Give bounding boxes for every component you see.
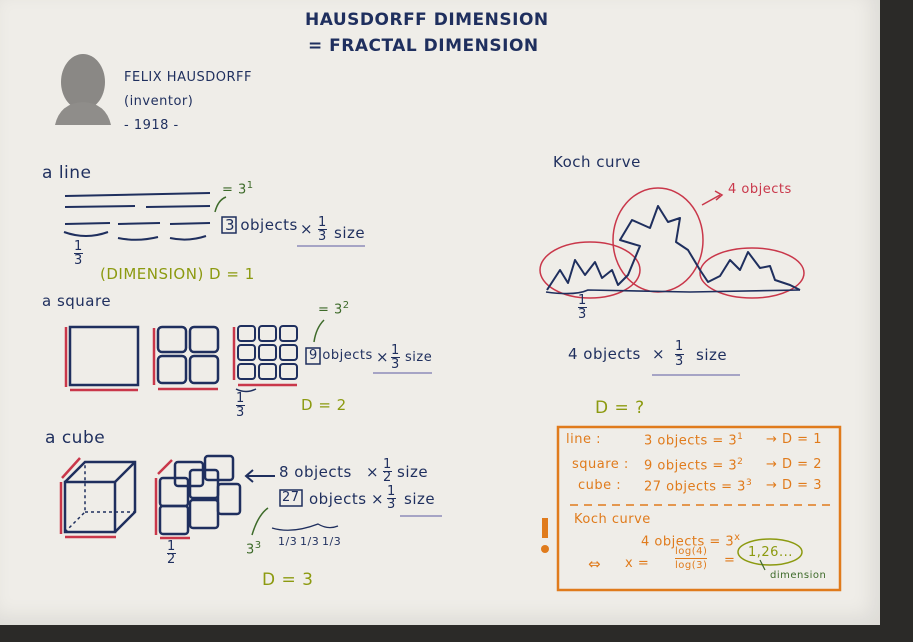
summary-implies: ⇔ (588, 555, 602, 573)
cube-third-fraction: 1/3 (278, 535, 298, 548)
cube-dimension: D = 3 (262, 570, 314, 590)
summary-row-result: → D = 3 (766, 478, 822, 493)
koch-question: D = ? (595, 398, 645, 418)
koch-objects: 4 objects (568, 345, 641, 363)
summary-equals: = (724, 553, 736, 568)
summary-row-label: cube : (578, 478, 622, 493)
cube-heading: a cube (45, 428, 106, 448)
person-name: FELIX HAUSDORFF (124, 70, 252, 85)
cube-size8-label: size (397, 463, 429, 481)
summary-caption: dimension (770, 570, 827, 581)
summary-row-expr: 3 objects = 31 (644, 432, 744, 449)
square-times: × (376, 348, 390, 366)
summary-row-result: → D = 1 (766, 432, 822, 447)
value-highlight (737, 538, 803, 566)
line-diagram (63, 192, 211, 241)
summary-koch-eq: 4 objects = 3x (641, 532, 741, 550)
person-year: - 1918 - (124, 118, 179, 133)
cube-third-fraction: 1/3 (300, 535, 320, 548)
line-times: × (300, 220, 314, 238)
cube-times-8: × (366, 463, 380, 481)
cube-objects-8: 8 objects (279, 463, 352, 481)
summary-log-fraction: log(4) log(3) (675, 546, 708, 571)
summary-koch-label: Koch curve (574, 512, 651, 527)
koch-annotation: 4 objects (728, 182, 792, 197)
line-arrow (214, 196, 227, 213)
square-power: = 32 (318, 300, 350, 318)
cube-times-27: × (371, 490, 385, 508)
whiteboard-paper: HAUSDORFF DIMENSION = FRACTAL DIMENSION … (0, 0, 880, 625)
summary-row-label: square : (572, 457, 629, 472)
koch-size-label: size (696, 346, 728, 364)
line-heading: a line (42, 163, 92, 183)
square-objects: 9 objects (309, 348, 373, 363)
line-power: = 31 (222, 180, 254, 198)
title-line-1: HAUSDORFF DIMENSION (305, 10, 549, 30)
line-dimension: (DIMENSION) D = 1 (100, 265, 255, 283)
cube-power: 33 (246, 540, 262, 558)
summary-row-label: line : (566, 432, 601, 447)
square-diagram (64, 325, 298, 393)
square-size-label: size (405, 350, 433, 365)
line-objects: 3 objects (225, 216, 298, 234)
koch-curve-diagram (539, 187, 805, 299)
square-dimension: D = 2 (301, 396, 347, 414)
summary-value: 1,26... (748, 545, 793, 560)
cube-third-fraction: 1/3 (322, 535, 342, 548)
cube-diagram (59, 454, 242, 540)
cube-objects-27-count: 27 (282, 490, 300, 505)
cube-count-box (279, 489, 303, 507)
square-heading: a square (42, 292, 112, 310)
line-size-label: size (334, 224, 366, 242)
koch-heading: Koch curve (553, 153, 641, 171)
cube-size27-label: size (404, 490, 436, 508)
square-count-box (305, 347, 321, 365)
summary-row-result: → D = 2 (766, 457, 822, 472)
person-role: (inventor) (124, 94, 194, 109)
title-line-2: = FRACTAL DIMENSION (308, 36, 539, 56)
summary-x-eq: x = (625, 556, 650, 571)
sketch-drawings (55, 54, 842, 592)
summary-box-frame (556, 425, 842, 592)
line-count-box (221, 216, 237, 234)
koch-times: × (652, 345, 666, 363)
summary-row-expr: 9 objects = 32 (644, 457, 744, 474)
summary-row-expr: 27 objects = 33 (644, 478, 753, 495)
cube-objects-27-label: objects (309, 490, 367, 508)
portrait-sketch (55, 54, 111, 125)
square-arrow (313, 319, 325, 343)
